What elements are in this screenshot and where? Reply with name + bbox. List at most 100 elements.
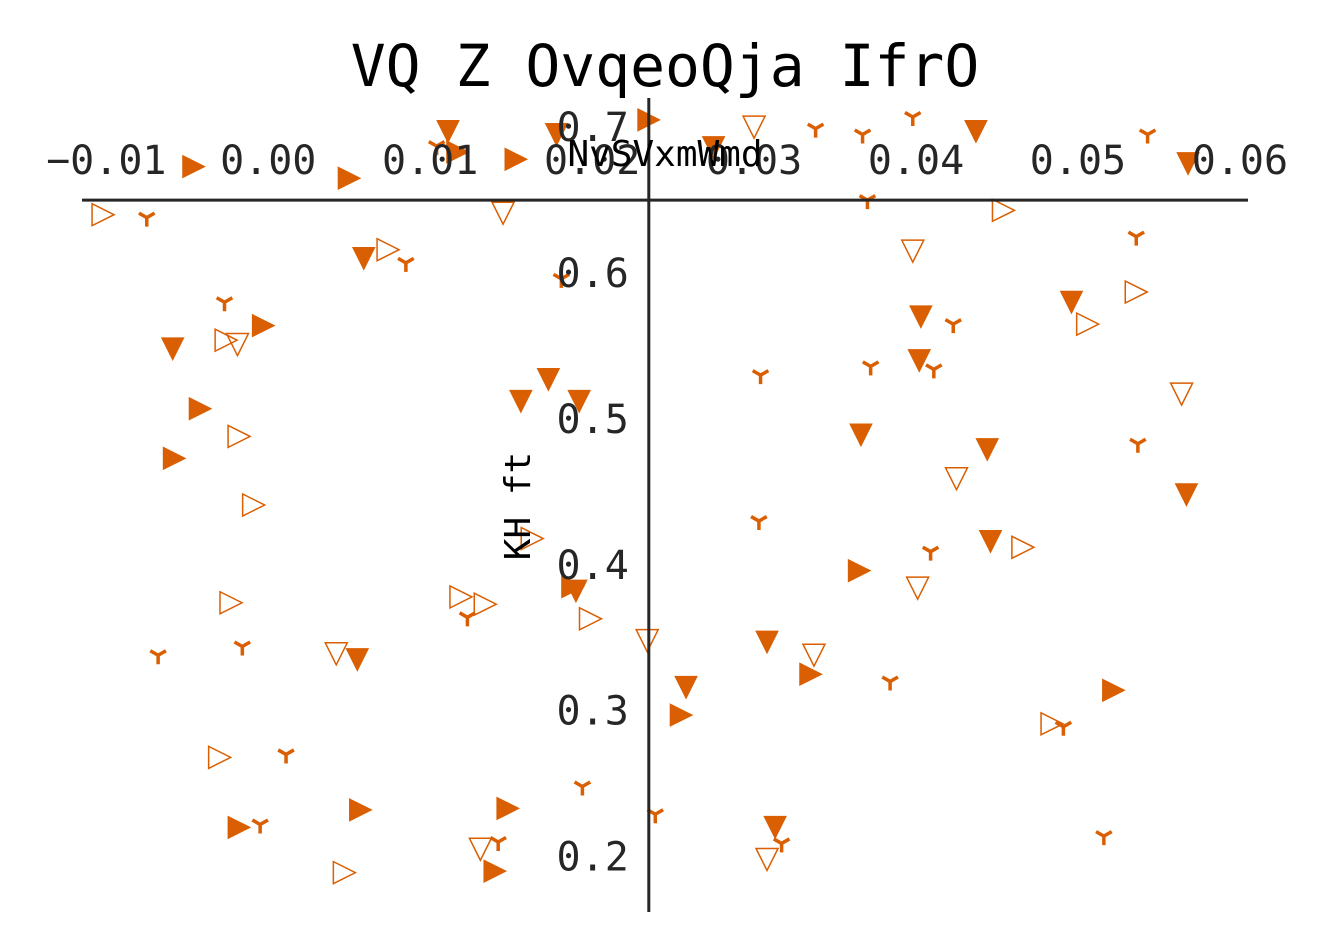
scatter-point-triangle-right-hollow <box>332 860 358 885</box>
scatter-point-triangle-right-filled <box>251 313 276 338</box>
x-tick-label: 0.01 <box>382 138 478 184</box>
scatter-point-triangle-right-filled <box>446 140 470 164</box>
scatter-point-tri-down-filled <box>975 438 1000 462</box>
ticks-layer: −0.01 0.00 0.01 0.02 0.03 0.04 0.05 0.06 0.2 0.3 0… <box>46 105 1288 880</box>
scatter-point-triangle-right-hollow <box>207 745 233 770</box>
scatter-point-tri-y <box>458 611 477 627</box>
scatter-point-tri-y <box>904 110 922 126</box>
x-axis-label: NvSVxmWmd <box>567 134 762 175</box>
scatter-point-triangle-right-filled <box>182 154 206 179</box>
scatter-point-triangle-right-filled <box>483 859 508 883</box>
scatter-point-tri-y <box>1054 720 1073 736</box>
scatter-point-triangle-right-filled <box>227 815 252 840</box>
scatter-point-tri-down-filled <box>909 305 933 329</box>
scatter-point-tri-down-hollow <box>741 115 767 140</box>
scatter-point-tri-down-filled <box>436 120 460 144</box>
y-tick-label: 0.7 <box>557 105 629 151</box>
scatter-point-tri-down-filled <box>345 648 370 672</box>
scatter-point-tri-y <box>397 256 415 272</box>
scatter-point-tri-down-hollow <box>490 201 516 226</box>
scatter-point-tri-down-filled <box>701 136 726 160</box>
y-tick-label: 0.6 <box>557 251 629 297</box>
scatter-point-triangle-right-hollow <box>219 590 244 615</box>
scatter-point-triangle-right-hollow <box>1011 535 1036 560</box>
scatter-point-triangle-right-hollow <box>991 198 1017 223</box>
scatter-point-tri-down-filled <box>536 368 561 392</box>
scatter-point-tri-y <box>277 748 295 764</box>
x-tick-label: 0.06 <box>1192 138 1288 184</box>
y-axis-label: KH ft <box>498 452 539 560</box>
scatter-point-tri-down-hollow <box>900 239 925 264</box>
x-tick-label: 0.05 <box>1030 138 1126 184</box>
scatter-point-tri-down-filled <box>351 246 376 271</box>
scatter-point-triangle-right-filled <box>504 147 529 172</box>
scatter-point-tri-y <box>858 194 877 210</box>
scatter-point-triangle-right-hollow <box>578 606 604 631</box>
scatter-point-tri-down-filled <box>1176 152 1200 176</box>
scatter-point-tri-y <box>1138 128 1157 144</box>
scatter-point-tri-y <box>881 675 899 691</box>
scatter-point-tri-y <box>251 818 269 834</box>
scatter-point-triangle-right-hollow <box>241 492 267 518</box>
x-tick-label: 0.02 <box>544 138 640 184</box>
scatter-point-tri-y <box>233 640 252 656</box>
scatter-point-triangle-right-hollow <box>473 591 498 617</box>
scatter-point-tri-y <box>772 837 791 853</box>
scatter-point-triangle-right-hollow <box>1040 711 1065 737</box>
x-tick-label: 0.00 <box>220 138 316 184</box>
scatter-point-tri-down-filled <box>509 389 533 414</box>
scatter-point-triangle-right-filled <box>1102 678 1126 703</box>
scatter-point-tri-down-hollow <box>1169 382 1194 407</box>
scatter-point-tri-down-hollow <box>468 837 493 862</box>
scatter-point-triangle-right-filled <box>561 574 585 599</box>
scatter-point-tri-down-filled <box>978 529 1003 554</box>
scatter-point-tri-down-hollow <box>225 332 250 358</box>
scatter-point-triangle-right-filled <box>162 446 187 471</box>
scatter-point-tri-y <box>925 363 943 379</box>
x-tick-label: 0.04 <box>868 138 964 184</box>
scatter-point-triangle-right-hollow <box>227 424 252 449</box>
y-tick-label: 0.5 <box>557 397 629 443</box>
scatter-point-triangle-right-filled <box>188 396 213 421</box>
scatter-point-tri-y <box>427 140 446 156</box>
scatter-point-triangle-right-hollow <box>1124 279 1149 305</box>
scatter-point-tri-down-filled <box>160 337 185 362</box>
scatter-point-tri-down-hollow <box>905 576 930 601</box>
scatter-point-tri-y <box>1129 437 1147 453</box>
scatter-point-tri-y <box>750 515 768 531</box>
scatter-point-tri-down-hollow <box>801 643 827 668</box>
scatter-point-triangle-right-filled <box>847 558 872 583</box>
scatter-point-triangle-right-hollow <box>449 584 474 610</box>
x-tick-label: −0.01 <box>46 138 166 184</box>
scatter-point-tri-y <box>552 272 571 288</box>
scatter-point-tri-y <box>149 649 167 665</box>
scatter-point-tri-y <box>944 318 962 334</box>
y-tick-label: 0.2 <box>557 835 629 881</box>
scatter-point-tri-y <box>1127 230 1145 246</box>
scatter-point-tri-down-filled <box>674 675 698 700</box>
scatter-point-tri-y <box>489 835 507 851</box>
scatter-point-tri-y <box>1095 830 1113 846</box>
scatter-point-tri-y <box>806 122 825 138</box>
scatter-point-triangle-right-hollow <box>91 202 116 227</box>
scatter-point-tri-down-filled <box>755 630 779 655</box>
scatter-point-tri-y <box>138 211 156 227</box>
scatter-point-triangle-right-filled <box>337 166 362 191</box>
scatter-point-triangle-right-hollow <box>520 526 545 551</box>
scatter-point-tri-y <box>861 360 880 376</box>
scatter-point-tri-down-filled <box>849 423 873 448</box>
scatter-point-tri-y <box>573 780 592 796</box>
scatter-point-tri-y <box>853 128 872 144</box>
scatter-point-tri-down-filled <box>1174 483 1199 507</box>
scatter-point-triangle-right-hollow <box>1075 311 1101 337</box>
scatter-point-triangle-right-filled <box>496 796 521 821</box>
scatter-point-tri-down-hollow <box>324 642 349 667</box>
scatter-point-triangle-right-hollow <box>214 327 239 353</box>
scatter-point-tri-down-filled <box>567 389 591 414</box>
scatter-point-tri-down-filled <box>964 120 988 144</box>
chart-title: VQ Z OvqeoQja IfrO <box>351 32 980 100</box>
scatter-point-tri-down-hollow <box>754 847 780 873</box>
scatter-point-tri-down-hollow <box>634 628 660 654</box>
scatter-point-triangle-right-hollow <box>376 237 401 262</box>
